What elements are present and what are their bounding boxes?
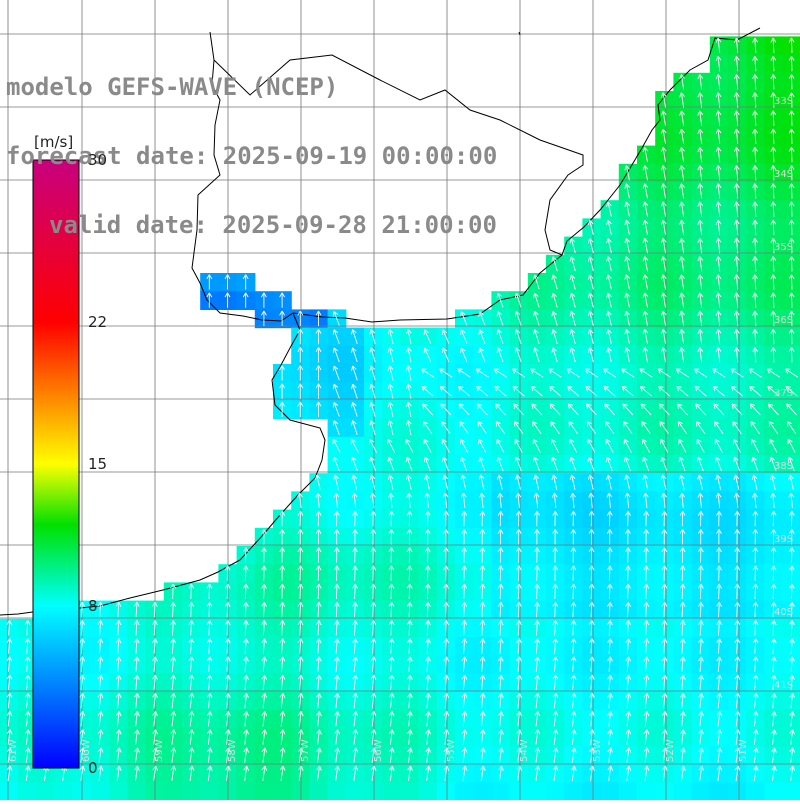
wind-cell: [109, 783, 128, 800]
latitude-label: 33S: [774, 96, 793, 107]
latitude-label: 36S: [774, 315, 793, 326]
wind-cell: [637, 783, 656, 800]
wind-cell: [164, 783, 183, 800]
wind-cell: [328, 783, 347, 800]
wind-cell: [127, 783, 146, 800]
wind-cell: [783, 437, 800, 456]
wind-cell: [510, 783, 529, 800]
wind-cell: [364, 783, 383, 800]
latitude-label: 34S: [774, 169, 793, 180]
wind-cell: [491, 783, 510, 800]
wind-cell: [255, 783, 274, 800]
wind-cell: [601, 783, 620, 800]
longitude-label: 55W: [446, 739, 457, 762]
colorbar-tick-label: 30: [88, 151, 107, 169]
wind-cell: [619, 783, 638, 800]
latitude-label: 41S: [774, 680, 793, 691]
colorbar-tick-label: 0: [88, 759, 98, 777]
longitude-label: 54W: [519, 739, 530, 762]
wind-cell: [692, 783, 711, 800]
wind-cell: [746, 783, 765, 800]
wind-cell: [783, 419, 800, 438]
wind-cell: [528, 783, 547, 800]
wind-cell: [655, 783, 674, 800]
wind-cell: [309, 783, 328, 800]
valid-date: valid date: 2025-09-28 21:00:00: [6, 214, 497, 237]
wind-cell: [437, 783, 456, 800]
wind-cell: [237, 783, 256, 800]
longitude-label: 57W: [300, 739, 311, 762]
wind-cell: [18, 783, 37, 800]
wind-cell: [55, 783, 74, 800]
wind-cell: [91, 783, 110, 800]
model-title: modelo GEFS-WAVE (NCEP): [6, 76, 497, 99]
latitude-label: 39S: [774, 534, 793, 545]
latitude-label: 40S: [774, 607, 793, 618]
longitude-label: 52W: [665, 739, 676, 762]
wind-cell: [783, 364, 800, 383]
colorbar-tick-label: 15: [88, 455, 107, 473]
colorbar-tick-label: 22: [88, 313, 107, 331]
wind-cell: [582, 783, 601, 800]
longitude-label: 51W: [738, 739, 749, 762]
latitude-label: 37S: [774, 388, 793, 399]
wind-cell: [783, 400, 800, 419]
wind-cell: [783, 783, 800, 800]
wind-cell: [673, 783, 692, 800]
wind-cell: [764, 783, 783, 800]
longitude-label: 58W: [227, 739, 238, 762]
forecast-date: forecast date: 2025-09-19 00:00:00: [6, 145, 497, 168]
latitude-label: 35S: [774, 242, 793, 253]
wind-cell: [546, 783, 565, 800]
colorbar-unit: [m/s]: [34, 133, 73, 151]
wind-cell: [710, 783, 729, 800]
wind-cell: [346, 783, 365, 800]
wind-cell: [200, 783, 219, 800]
wind-cell: [728, 783, 747, 800]
longitude-label: 59W: [154, 739, 165, 762]
wind-cell: [455, 783, 474, 800]
wind-cell: [382, 783, 401, 800]
wind-cell: [564, 783, 583, 800]
wind-cell: [400, 783, 419, 800]
wind-cell: [273, 783, 292, 800]
map-title: modelo GEFS-WAVE (NCEP) forecast date: 2…: [6, 30, 497, 283]
wind-cell: [0, 783, 19, 800]
wind-cell: [36, 783, 55, 800]
longitude-label: 61W: [8, 739, 19, 762]
colorbar-tick-label: 8: [88, 597, 98, 615]
wind-cell: [182, 783, 201, 800]
longitude-label: 53W: [592, 739, 603, 762]
latitude-label: 38S: [774, 461, 793, 472]
wind-cell: [473, 783, 492, 800]
longitude-label: 56W: [373, 739, 384, 762]
wind-cell: [419, 783, 438, 800]
